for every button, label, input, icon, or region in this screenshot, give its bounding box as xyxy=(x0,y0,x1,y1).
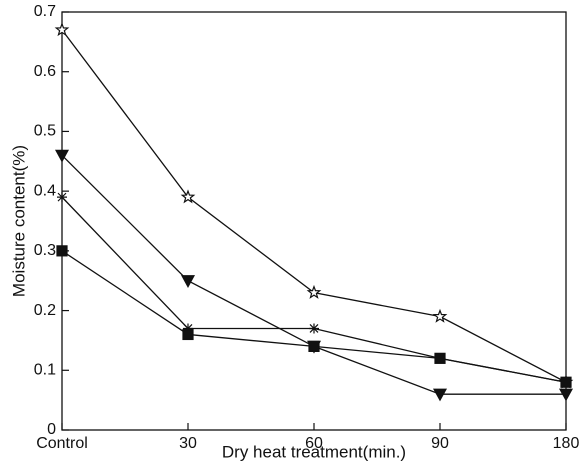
marker xyxy=(54,22,70,37)
marker xyxy=(183,323,193,334)
marker xyxy=(306,284,322,299)
series-line xyxy=(61,250,567,383)
x-tick-label: 30 xyxy=(179,435,197,452)
y-tick-label: 0.6 xyxy=(34,63,56,80)
marker xyxy=(309,323,319,334)
marker xyxy=(54,149,70,163)
marker xyxy=(180,275,196,288)
x-tick-label: Control xyxy=(36,435,88,452)
marker xyxy=(182,328,194,341)
y-tick-label: 0 xyxy=(47,421,56,438)
x-axis-title: Dry heat treatment(min.) xyxy=(222,442,406,461)
y-tick-label: 0.2 xyxy=(34,302,56,319)
y-tick-label: 0.4 xyxy=(34,182,56,199)
marker xyxy=(558,388,574,402)
y-axis-title: Moisture content(%) xyxy=(9,145,28,297)
marker xyxy=(180,189,196,204)
y-tick-label: 0.7 xyxy=(34,3,56,20)
marker xyxy=(434,352,446,364)
marker xyxy=(56,245,68,257)
x-tick-label: 60 xyxy=(305,435,323,452)
x-tick-label: 90 xyxy=(431,435,449,452)
series-line xyxy=(61,154,566,395)
marker xyxy=(308,340,320,352)
marker xyxy=(560,376,572,388)
marker xyxy=(432,308,448,323)
y-tick-label: 0.1 xyxy=(34,362,56,379)
y-tick-label: 0.5 xyxy=(34,123,56,140)
marker xyxy=(432,388,448,402)
marker xyxy=(57,192,67,203)
y-tick-label: 0.3 xyxy=(34,242,56,259)
x-tick-label: 180 xyxy=(553,435,579,452)
